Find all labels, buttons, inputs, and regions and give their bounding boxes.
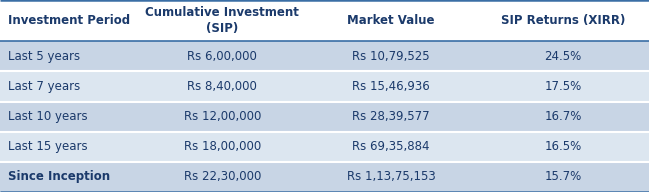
Text: 17.5%: 17.5% [545,80,582,93]
Bar [140,132,305,162]
Text: Rs 28,39,577: Rs 28,39,577 [352,110,430,123]
Bar [0,162,140,192]
Bar [140,162,305,192]
Bar [477,102,649,132]
Text: Last 7 years: Last 7 years [8,80,80,93]
Bar [0,132,140,162]
Bar [477,71,649,102]
Text: Rs 10,79,525: Rs 10,79,525 [352,50,430,63]
Text: Last 5 years: Last 5 years [8,50,80,63]
Bar [305,71,477,102]
Bar [305,132,477,162]
Bar [140,71,305,102]
Text: Market Value: Market Value [347,14,435,27]
Text: Rs 15,46,936: Rs 15,46,936 [352,80,430,93]
Bar [0,71,140,102]
Bar [0,41,140,71]
Text: 15.7%: 15.7% [545,170,582,183]
Text: Rs 1,13,75,153: Rs 1,13,75,153 [347,170,435,183]
Text: 24.5%: 24.5% [545,50,582,63]
Bar [477,132,649,162]
Bar [140,102,305,132]
Text: SIP Returns (XIRR): SIP Returns (XIRR) [501,14,625,27]
Text: Rs 22,30,000: Rs 22,30,000 [184,170,261,183]
Text: Since Inception: Since Inception [8,170,110,183]
Text: Cumulative Investment
(SIP): Cumulative Investment (SIP) [145,6,299,35]
Bar [477,0,649,41]
Bar [305,0,477,41]
Text: Last 10 years: Last 10 years [8,110,88,123]
Text: Last 15 years: Last 15 years [8,140,88,153]
Text: Rs 69,35,884: Rs 69,35,884 [352,140,430,153]
Text: Rs 8,40,000: Rs 8,40,000 [188,80,257,93]
Bar [140,41,305,71]
Text: 16.5%: 16.5% [545,140,582,153]
Bar [0,102,140,132]
Bar [305,162,477,192]
Text: Rs 18,00,000: Rs 18,00,000 [184,140,261,153]
Bar [477,41,649,71]
Bar [305,102,477,132]
Bar [140,0,305,41]
Text: 16.7%: 16.7% [545,110,582,123]
Text: Rs 6,00,000: Rs 6,00,000 [188,50,257,63]
Bar [477,162,649,192]
Bar [305,41,477,71]
Bar [0,0,140,41]
Text: Rs 12,00,000: Rs 12,00,000 [184,110,261,123]
Text: Investment Period: Investment Period [8,14,130,27]
